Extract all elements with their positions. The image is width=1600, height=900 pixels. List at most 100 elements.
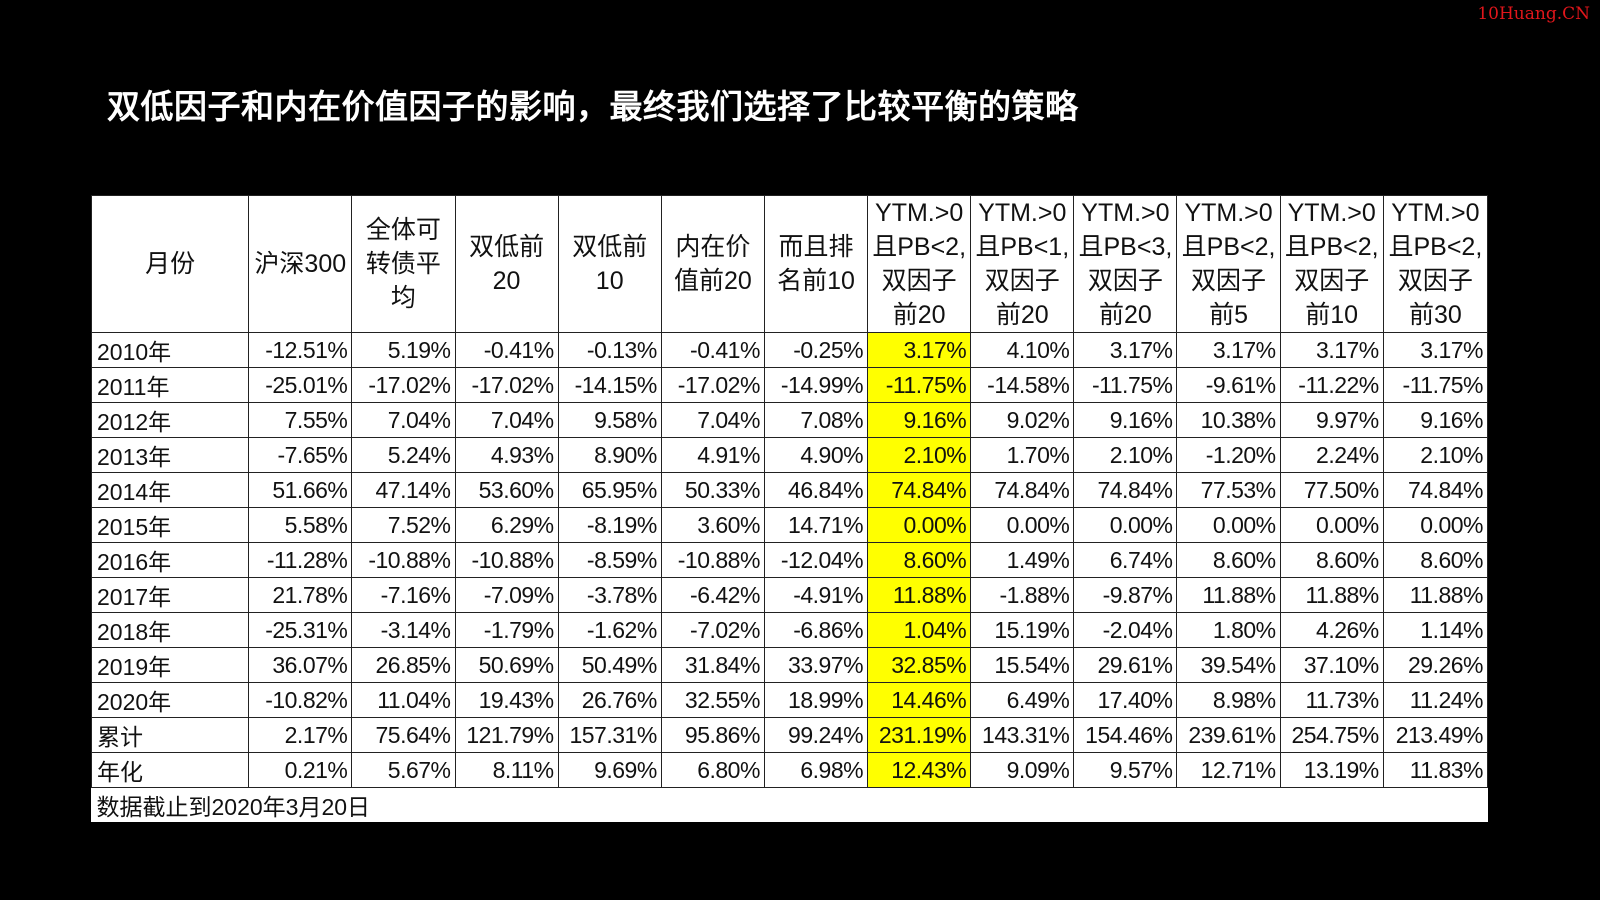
row-label-cell: 2018年 bbox=[90, 612, 250, 648]
value-cell: -2.04% bbox=[1073, 612, 1178, 648]
value-cell: 11.88% bbox=[1176, 577, 1281, 613]
value-cell: -12.51% bbox=[248, 332, 353, 368]
value-cell: 4.10% bbox=[970, 332, 1075, 368]
value-cell: -9.61% bbox=[1176, 367, 1281, 403]
value-cell: -9.87% bbox=[1073, 577, 1178, 613]
value-cell: 2.17% bbox=[248, 717, 353, 753]
value-cell: 21.78% bbox=[248, 577, 353, 613]
value-cell: 32.55% bbox=[660, 682, 765, 718]
row-label-cell: 2019年 bbox=[90, 647, 250, 683]
value-cell: 0.21% bbox=[248, 752, 353, 788]
value-cell: 213.49% bbox=[1382, 717, 1489, 753]
watermark: 10Huang.CN bbox=[1477, 4, 1590, 24]
table-row: 年化 0.21% 5.67% 8.11% 9.69% 6.80% 6.98% 12.43% 9.… bbox=[90, 752, 1489, 788]
row-label-cell: 2016年 bbox=[90, 542, 250, 578]
value-cell: 11.24% bbox=[1382, 682, 1489, 718]
value-cell: 33.97% bbox=[763, 647, 869, 683]
value-cell: -0.13% bbox=[557, 332, 662, 368]
value-cell: -3.78% bbox=[557, 577, 662, 613]
value-cell: -6.42% bbox=[660, 577, 765, 613]
value-cell: 8.60% bbox=[1176, 542, 1281, 578]
value-cell: -14.58% bbox=[970, 367, 1075, 403]
value-cell: 75.64% bbox=[351, 717, 456, 753]
value-cell: -17.02% bbox=[660, 367, 765, 403]
table-row: 2011年 -25.01% -17.02% -17.02% -14.15% -17.02%… bbox=[90, 367, 1489, 403]
value-cell: 46.84% bbox=[763, 472, 869, 508]
value-cell: 239.61% bbox=[1176, 717, 1281, 753]
value-cell: 47.14% bbox=[351, 472, 456, 508]
value-cell: 154.46% bbox=[1073, 717, 1178, 753]
value-cell: 12.71% bbox=[1176, 752, 1281, 788]
value-cell: -11.75% bbox=[867, 367, 972, 403]
value-cell: 1.80% bbox=[1176, 612, 1281, 648]
value-cell: 8.60% bbox=[1279, 542, 1384, 578]
table-row: 2020年 -10.82% 11.04% 19.43% 26.76% 32.55% 18.9… bbox=[90, 682, 1489, 718]
column-header: 内在价值前20 bbox=[660, 195, 765, 333]
value-cell: 4.26% bbox=[1279, 612, 1384, 648]
value-cell: 36.07% bbox=[248, 647, 353, 683]
value-cell: 32.85% bbox=[867, 647, 972, 683]
row-label-cell: 2010年 bbox=[90, 332, 250, 368]
value-cell: -10.88% bbox=[660, 542, 765, 578]
value-cell: 99.24% bbox=[763, 717, 869, 753]
table-row: 2017年 21.78% -7.16% -7.09% -3.78% -6.42% -4.91… bbox=[90, 577, 1489, 613]
value-cell: 19.43% bbox=[454, 682, 559, 718]
value-cell: 3.17% bbox=[1176, 332, 1281, 368]
value-cell: -7.65% bbox=[248, 437, 353, 473]
value-cell: 74.84% bbox=[970, 472, 1075, 508]
value-cell: -7.16% bbox=[351, 577, 456, 613]
value-cell: -1.79% bbox=[454, 612, 559, 648]
row-label-cell: 2011年 bbox=[90, 367, 250, 403]
value-cell: 74.84% bbox=[1073, 472, 1178, 508]
row-label-cell: 2014年 bbox=[90, 472, 250, 508]
column-header: YTM.>0且PB<2,双因子前10 bbox=[1279, 195, 1384, 333]
table-row: 2010年 -12.51% 5.19% -0.41% -0.13% -0.41% -0.25… bbox=[90, 332, 1489, 368]
value-cell: 11.04% bbox=[351, 682, 456, 718]
value-cell: -3.14% bbox=[351, 612, 456, 648]
value-cell: 143.31% bbox=[970, 717, 1075, 753]
value-cell: 9.09% bbox=[970, 752, 1075, 788]
column-header: YTM.>0且PB<2,双因子前30 bbox=[1382, 195, 1489, 333]
column-header: 而且排名前10 bbox=[763, 195, 869, 333]
value-cell: 2.10% bbox=[867, 437, 972, 473]
data-cutoff-note: 数据截止到2020年3月20日 bbox=[96, 794, 371, 820]
value-cell: 9.69% bbox=[557, 752, 662, 788]
value-cell: 9.57% bbox=[1073, 752, 1178, 788]
value-cell: -4.91% bbox=[763, 577, 869, 613]
returns-table: 月份 沪深300 全体可转债平均 双低前20 双低前10 内在价值前20 而且排名前10 YT… bbox=[90, 195, 1489, 822]
value-cell: 77.50% bbox=[1279, 472, 1384, 508]
value-cell: 5.67% bbox=[351, 752, 456, 788]
value-cell: 65.95% bbox=[557, 472, 662, 508]
value-cell: 17.40% bbox=[1073, 682, 1178, 718]
column-header: YTM.>0且PB<2,双因子前5 bbox=[1176, 195, 1281, 333]
value-cell: -0.41% bbox=[454, 332, 559, 368]
table-row: 累计 2.17% 75.64% 121.79% 157.31% 95.86% 99.24% 2… bbox=[90, 717, 1489, 753]
value-cell: -14.15% bbox=[557, 367, 662, 403]
column-header: 全体可转债平均 bbox=[351, 195, 456, 333]
value-cell: 11.88% bbox=[1382, 577, 1489, 613]
value-cell: 157.31% bbox=[557, 717, 662, 753]
value-cell: -10.82% bbox=[248, 682, 353, 718]
value-cell: -17.02% bbox=[351, 367, 456, 403]
value-cell: -1.62% bbox=[557, 612, 662, 648]
value-cell: 29.26% bbox=[1382, 647, 1489, 683]
value-cell: -6.86% bbox=[763, 612, 869, 648]
value-cell: 6.80% bbox=[660, 752, 765, 788]
value-cell: 12.43% bbox=[867, 752, 972, 788]
table-row: 2018年 -25.31% -3.14% -1.79% -1.62% -7.02% -6.8… bbox=[90, 612, 1489, 648]
value-cell: -0.41% bbox=[660, 332, 765, 368]
value-cell: -14.99% bbox=[763, 367, 869, 403]
table-row: 2015年 5.58% 7.52% 6.29% -8.19% 3.60% 14.71% 0.0… bbox=[90, 507, 1489, 543]
value-cell: -10.88% bbox=[351, 542, 456, 578]
value-cell: 29.61% bbox=[1073, 647, 1178, 683]
row-label-cell: 2017年 bbox=[90, 577, 250, 613]
row-label-cell: 2015年 bbox=[90, 507, 250, 543]
value-cell: 9.02% bbox=[970, 402, 1075, 438]
value-cell: 7.55% bbox=[248, 402, 353, 438]
value-cell: 8.60% bbox=[1382, 542, 1489, 578]
value-cell: 15.19% bbox=[970, 612, 1075, 648]
value-cell: -11.28% bbox=[248, 542, 353, 578]
value-cell: -25.01% bbox=[248, 367, 353, 403]
value-cell: 5.19% bbox=[351, 332, 456, 368]
column-header: YTM.>0且PB<3,双因子前20 bbox=[1073, 195, 1178, 333]
